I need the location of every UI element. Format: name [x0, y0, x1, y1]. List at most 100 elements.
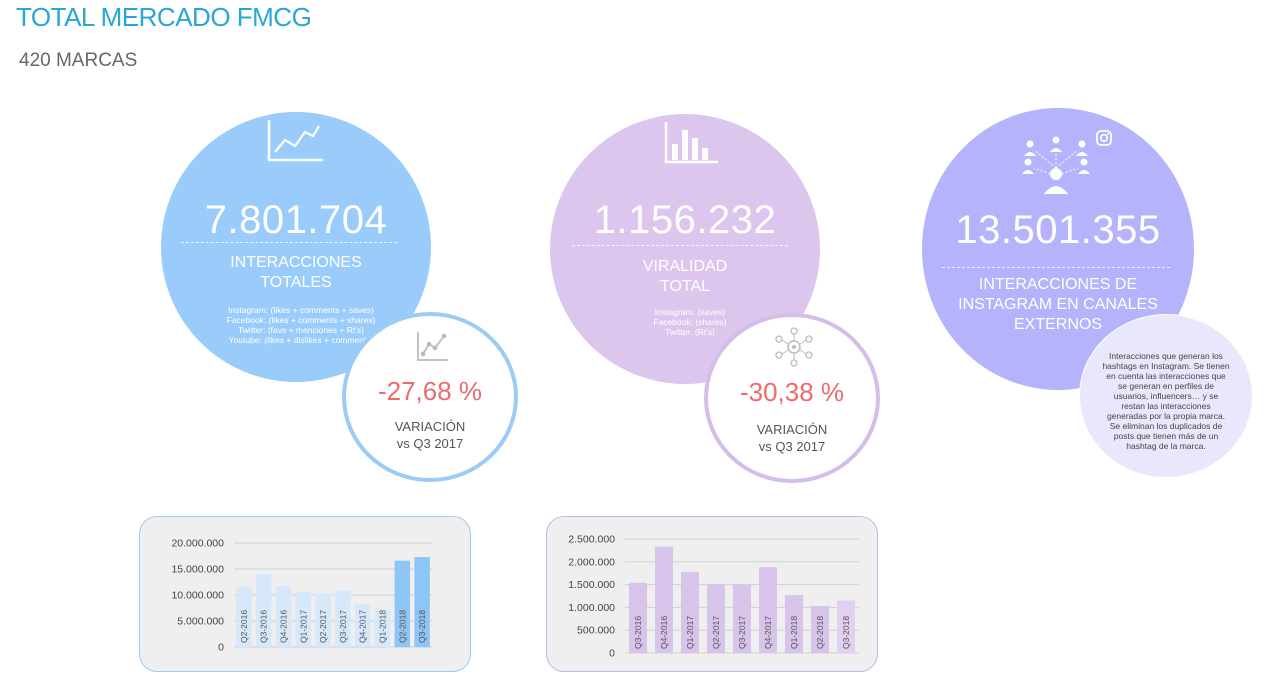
y-tick-label: 2.500.000 [568, 534, 615, 546]
metric-label-line: INTERACCIONES DE [978, 276, 1138, 293]
x-tick-label: Q1-2017 [685, 616, 695, 649]
metric-note: hashtags en Instagram. Se tienen [1102, 361, 1230, 371]
y-tick-label: 1.500.000 [568, 579, 615, 591]
x-tick-label: Q3-2017 [338, 610, 348, 643]
bar [236, 586, 252, 647]
metric-note: hashtag de la marca. [1126, 441, 1206, 451]
chart-interacciones: 0 5.000.000 10.000.000 15.000.000 20.000.000… [139, 516, 471, 672]
variation-label: VARIACIÓN [394, 419, 466, 434]
bar [655, 546, 673, 653]
y-tick-label: 0 [609, 648, 615, 660]
bar [335, 590, 351, 647]
variation-value: -27,68 % [377, 376, 483, 406]
separator [181, 242, 397, 243]
x-tick-label: Q2-2017 [318, 610, 328, 643]
metric-circle-interacciones: 7.801.704 INTERACCIONES TOTALES Instagra… [161, 112, 431, 382]
y-tick-label: 1.000.000 [568, 602, 615, 614]
bar [295, 591, 312, 647]
metric-note: Se eliminan los duplicados de [1109, 421, 1223, 431]
bar [837, 600, 855, 653]
bar [374, 610, 391, 647]
y-tick-label: 0 [218, 642, 224, 654]
metric-note: usuarios, influencers… y se [1113, 391, 1219, 401]
bar [414, 557, 430, 647]
metric-label-line: INTERACCIONES [230, 254, 362, 271]
x-tick-label: Q4-2016 [659, 616, 669, 649]
metric-note: Interacciones que generan los [1109, 351, 1223, 361]
bar [315, 593, 331, 647]
variation-ring-viralidad: -30,38 % VARIACIÓN vs Q3 2017 [704, 313, 880, 483]
bar [629, 582, 647, 653]
metric-note: restan las interacciones [1121, 401, 1211, 411]
page-title: TOTAL MERCADO FMCG [16, 2, 312, 32]
metric-note: Twitter: (Rt's) [665, 327, 715, 337]
metric-label-line: VIRALIDAD [642, 258, 728, 275]
x-tick-label: Q4-2017 [763, 616, 773, 649]
y-tick-label: 2.000.000 [568, 556, 615, 568]
metric-note: posts que tienen más de un [1113, 431, 1219, 441]
variation-label: vs Q3 2017 [396, 436, 464, 451]
x-tick-label: Q2-2018 [397, 610, 407, 643]
metric-note: Facebook: (shares) [653, 317, 727, 327]
metric-label-line: TOTALES [260, 274, 332, 291]
bar [394, 560, 411, 647]
y-tick-label: 15.000.000 [171, 564, 224, 576]
bar [275, 585, 292, 647]
page-subtitle: 420 MARCAS [19, 50, 138, 71]
bar-chart-interacciones: 0 5.000.000 10.000.000 15.000.000 20.000.000… [171, 538, 432, 654]
x-tick-label: Q2-2017 [711, 616, 721, 649]
bar-chart-icon [664, 122, 718, 164]
y-tick-label: 10.000.000 [171, 590, 224, 602]
y-tick-label: 5.000.000 [177, 616, 224, 628]
people-network-icon [1022, 136, 1090, 194]
y-tick-label: 500.000 [577, 625, 615, 637]
metric-label-line: TOTAL [659, 278, 711, 295]
bar [707, 584, 725, 653]
bar [785, 595, 803, 653]
x-tick-label: Q3-2018 [841, 616, 851, 649]
metric-note: Instagram: (likes + comments + saves) [228, 305, 374, 315]
chart-viralidad: 0 500.000 1.000.000 1.500.000 2.000.000 2.500… [546, 516, 878, 672]
bar [811, 606, 829, 653]
x-tick-label: Q2-2016 [239, 610, 249, 643]
metric-label-line: INSTAGRAM EN CANALES [958, 296, 1158, 313]
bar [733, 584, 751, 653]
bar [354, 603, 371, 647]
metric-note: se generan en perfiles de [1118, 381, 1214, 391]
x-tick-label: Q1-2018 [789, 616, 799, 649]
x-tick-label: Q3-2018 [417, 610, 427, 643]
metric-note: en cuenta las interacciones que [1106, 371, 1226, 381]
x-tick-label: Q4-2017 [358, 610, 368, 643]
metric-value: 1.156.232 [593, 198, 777, 242]
x-tick-label: Q1-2017 [298, 610, 308, 643]
y-tick-label: 20.000.000 [171, 538, 224, 550]
variation-ring-interacciones: -27,68 % VARIACIÓN vs Q3 2017 [342, 312, 518, 482]
variation-label: vs Q3 2017 [758, 439, 826, 454]
x-tick-label: Q1-2018 [378, 610, 388, 643]
line-chart-icon [267, 120, 323, 162]
network-icon [775, 327, 813, 367]
metric-label-line: EXTERNOS [1013, 316, 1102, 333]
x-tick-label: Q3-2016 [259, 610, 269, 643]
bar-chart-viralidad: 0 500.000 1.000.000 1.500.000 2.000.000 2.500… [568, 534, 859, 660]
bar [759, 567, 777, 653]
x-tick-label: Q4-2016 [279, 610, 289, 643]
variation-value: -30,38 % [739, 377, 845, 407]
variation-label: VARIACIÓN [756, 422, 828, 437]
metric-value: 13.501.355 [955, 208, 1161, 252]
instagram-icon [1096, 130, 1112, 146]
metric-note: Twitter: (favs + menciones + Rt's) [238, 325, 364, 335]
separator [572, 245, 788, 246]
bar [681, 571, 699, 653]
metric-note: Youtube: (likes + dislikes + comments) [228, 335, 374, 345]
x-tick-label: Q2-2018 [815, 616, 825, 649]
note-circle-externos: Interacciones que generan los hashtags e… [1079, 314, 1253, 478]
metric-note: Instagram: (saves) [654, 307, 726, 317]
metric-value: 7.801.704 [204, 198, 388, 242]
x-tick-label: Q3-2017 [737, 616, 747, 649]
metric-note: generadas por la propia marca. [1106, 411, 1226, 421]
metric-note: Facebook: (likes + comments + shares) [226, 315, 376, 325]
bar [255, 574, 272, 647]
x-tick-label: Q3-2016 [633, 616, 643, 649]
separator [942, 267, 1170, 268]
